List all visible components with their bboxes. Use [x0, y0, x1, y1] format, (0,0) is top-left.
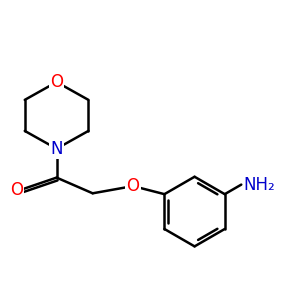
Text: O: O	[10, 181, 23, 199]
Text: N: N	[50, 140, 63, 158]
Text: NH₂: NH₂	[243, 176, 275, 194]
Text: O: O	[50, 73, 63, 91]
Text: O: O	[127, 177, 140, 195]
